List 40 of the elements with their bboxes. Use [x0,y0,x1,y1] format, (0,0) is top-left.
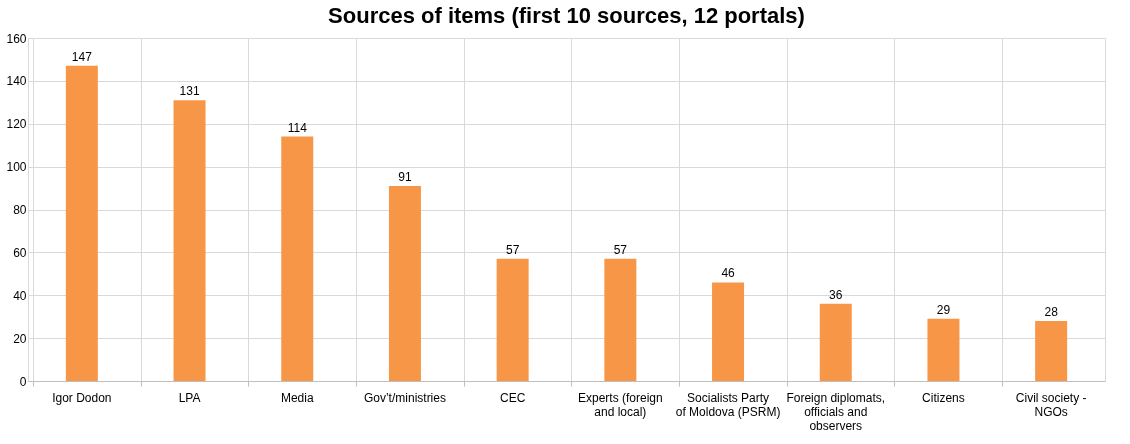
bar [604,258,637,381]
y-tick-label: 40 [13,288,27,303]
bar [712,282,745,381]
y-tick-label: 120 [6,117,27,132]
x-tick-label: CEC [499,390,526,405]
data-label: 57 [505,242,520,257]
y-tick-label: 60 [13,245,27,260]
data-label: 46 [721,266,736,281]
bar [927,318,960,381]
chart-title: Sources of items (first 10 sources, 12 portals) [328,3,805,28]
x-tick-label: Civil society - NGOs [1015,390,1087,419]
data-label: 57 [613,242,628,257]
x-tick-label: Foreign diplomats, officials and observers [786,390,886,433]
bar [1035,320,1068,381]
x-tick-label: Media [280,390,314,405]
x-tick-label: Gov’t/ministries [363,390,446,405]
y-tick-label: 0 [19,374,27,389]
data-label: 29 [936,302,951,317]
x-tick-label: Experts (foreign and local) [578,390,663,419]
data-label: 91 [398,169,412,184]
data-label: 131 [179,84,200,99]
bar [65,65,98,381]
x-tick-label: LPA [178,390,201,405]
y-tick-label: 80 [13,203,27,217]
bar [281,136,314,381]
y-tick-label: 140 [6,74,27,89]
y-tick-label: 20 [13,331,27,346]
bar [819,303,852,381]
x-tick-label: Socialists Party of Moldova (PSRM) [675,390,781,419]
data-label: 147 [71,49,93,64]
x-tick-label: Igor Dodon [52,390,112,405]
data-label: 114 [287,120,308,135]
data-label: 36 [829,287,843,302]
data-label: 28 [1044,304,1059,319]
bar [388,185,421,381]
y-tick-label: 100 [6,160,27,175]
x-tick-label: Citizens [922,390,965,405]
bar [496,258,529,381]
y-tick-label: 160 [6,31,27,46]
bar [173,100,206,381]
